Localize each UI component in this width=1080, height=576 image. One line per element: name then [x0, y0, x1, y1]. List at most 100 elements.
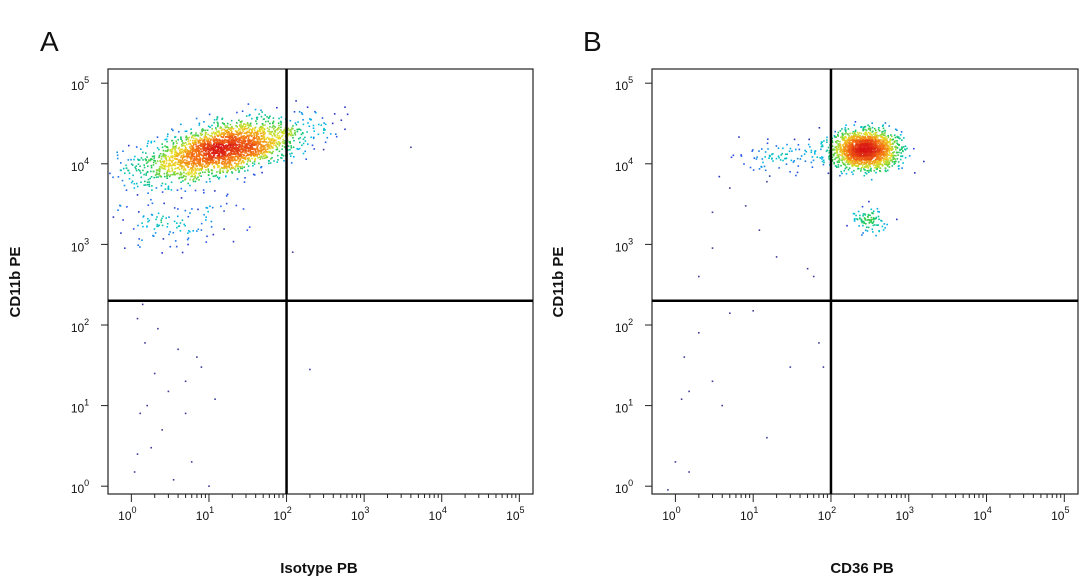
event-point [200, 150, 202, 153]
event-point [146, 404, 148, 407]
event-point [310, 136, 312, 139]
event-point [201, 168, 203, 170]
event-point [202, 163, 204, 165]
event-point [203, 143, 206, 146]
event-point [187, 140, 190, 143]
event-point [117, 176, 120, 178]
event-point [232, 140, 234, 143]
event-point [894, 145, 897, 148]
event-point [740, 154, 742, 156]
event-point [870, 158, 872, 160]
event-point [853, 133, 856, 135]
event-point [410, 146, 412, 149]
event-point [865, 155, 867, 157]
event-point [820, 142, 822, 145]
event-point [847, 128, 850, 130]
event-point [256, 153, 258, 156]
event-point [173, 158, 176, 160]
event-point [877, 140, 880, 143]
event-point [886, 139, 888, 141]
event-point [238, 160, 240, 163]
event-point [261, 137, 263, 140]
event-point [852, 139, 854, 142]
event-point [165, 157, 167, 159]
event-point [153, 159, 155, 162]
event-point [157, 212, 160, 215]
event-point [843, 169, 845, 172]
event-point [863, 133, 866, 136]
event-point [223, 147, 225, 149]
event-point [142, 215, 145, 217]
event-point [233, 153, 235, 155]
event-point [862, 129, 864, 132]
event-point [826, 141, 828, 143]
event-point [887, 144, 890, 147]
event-point [228, 138, 230, 141]
event-point [875, 129, 877, 132]
y-tick-base: 10 [71, 321, 85, 335]
event-point [194, 137, 197, 140]
event-point [172, 129, 174, 132]
event-point [244, 152, 246, 154]
event-point [880, 145, 883, 147]
event-point [265, 151, 268, 153]
event-point [853, 149, 856, 151]
event-point [887, 148, 889, 150]
event-point [251, 162, 254, 164]
event-point [143, 166, 146, 169]
event-point [273, 139, 276, 142]
event-point [263, 128, 266, 131]
event-point [833, 162, 835, 165]
event-point [256, 132, 259, 135]
event-point [230, 134, 232, 136]
event-point [845, 136, 847, 139]
event-point [289, 142, 291, 145]
event-point [203, 149, 205, 152]
event-point [145, 162, 148, 164]
event-point [275, 136, 278, 139]
event-point [842, 150, 845, 152]
event-point [892, 156, 894, 159]
event-point [855, 143, 857, 145]
event-point [221, 167, 224, 169]
event-point [255, 141, 258, 143]
event-point [223, 210, 225, 212]
event-point [844, 140, 847, 142]
event-point [238, 139, 240, 142]
event-point [170, 150, 173, 153]
event-point [862, 139, 864, 142]
event-point [232, 167, 235, 169]
event-point [877, 149, 879, 151]
event-point [203, 140, 206, 142]
event-point [247, 169, 249, 172]
event-point [873, 141, 875, 144]
event-point [861, 164, 864, 166]
event-point [266, 127, 269, 129]
event-point [225, 165, 228, 167]
event-point [139, 172, 142, 174]
event-point [868, 152, 871, 155]
event-point [181, 150, 184, 153]
event-point [174, 136, 176, 139]
event-point [230, 148, 232, 151]
event-point [867, 157, 869, 159]
event-point [874, 148, 876, 151]
event-point [235, 145, 237, 148]
event-point [122, 219, 124, 221]
event-point [159, 153, 162, 155]
event-point [220, 136, 223, 138]
event-point [198, 147, 200, 149]
event-point [224, 165, 227, 168]
event-point [240, 121, 243, 123]
event-point [200, 169, 203, 172]
event-point [923, 160, 925, 163]
event-point [320, 124, 323, 126]
event-point [262, 149, 265, 151]
event-point [205, 181, 208, 183]
event-point [224, 155, 227, 157]
event-point [864, 137, 867, 140]
event-point [272, 121, 274, 124]
event-point [779, 159, 782, 161]
event-point [201, 167, 203, 169]
event-point [214, 157, 217, 159]
